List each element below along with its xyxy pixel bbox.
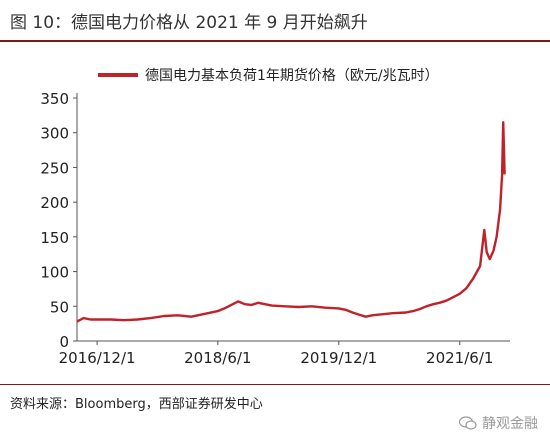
source-note: 资料来源：Bloomberg，西部证券研发中心	[10, 397, 263, 412]
y-tick-label: 100	[40, 264, 69, 282]
wechat-icon	[458, 416, 477, 430]
source-divider	[0, 384, 550, 385]
y-tick-label: 300	[40, 125, 69, 143]
series-line	[76, 121, 506, 323]
x-axis: 2016/12/1 2018/6/1 2019/12/1 2021/6/1	[59, 340, 510, 367]
title-divider	[0, 40, 550, 42]
y-tick-label: 350	[40, 90, 69, 108]
series-group	[76, 121, 506, 323]
watermark: 静观金融	[458, 413, 538, 433]
legend: 德国电力基本负荷1年期货价格（欧元/兆瓦时）	[98, 67, 439, 84]
title-bar: 图 10：德国电力价格从 2021 年 9 月开始飙升	[0, 0, 550, 38]
x-tick-label: 2018/6/1	[184, 349, 251, 367]
y-tick-label: 250	[40, 159, 69, 177]
x-tick-label: 2016/12/1	[59, 349, 136, 367]
y-tick-label: 50	[50, 298, 69, 316]
x-tick-label: 2021/6/1	[426, 349, 493, 367]
legend-label: 德国电力基本负荷1年期货价格（欧元/兆瓦时）	[145, 67, 439, 84]
y-tick-label: 0	[59, 333, 69, 351]
watermark-text: 静观金融	[482, 416, 538, 432]
y-axis: 0 50 100 150 200 250 300 350	[40, 90, 78, 351]
x-tick-label: 2019/12/1	[300, 349, 377, 367]
chart: 德国电力基本负荷1年期货价格（欧元/兆瓦时） 0 50 100 150 200 250 30…	[40, 67, 510, 367]
y-tick-label: 200	[40, 194, 69, 212]
figure-title: 图 10：德国电力价格从 2021 年 9 月开始飙升	[10, 13, 368, 33]
y-tick-label: 150	[40, 229, 69, 247]
